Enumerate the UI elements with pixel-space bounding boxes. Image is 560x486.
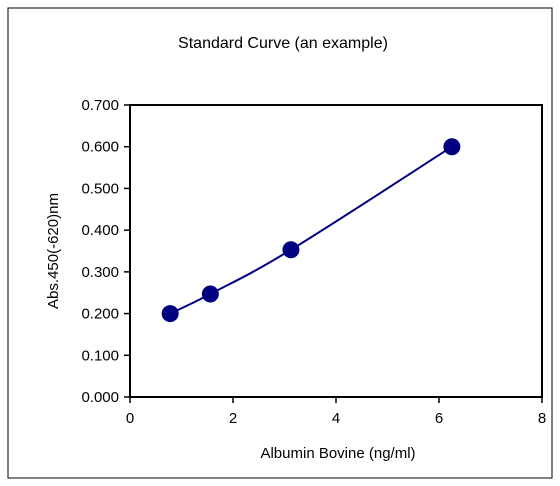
y-tick-label: 0.500 <box>81 180 119 197</box>
data-points <box>161 138 461 323</box>
y-tick-label: 0.600 <box>81 139 119 156</box>
y-tick-label: 0.000 <box>81 389 119 406</box>
chart-frame <box>7 7 553 479</box>
data-point <box>161 305 179 323</box>
data-point <box>443 138 461 156</box>
data-point <box>282 241 300 259</box>
x-tick-label: 2 <box>229 410 237 427</box>
x-tick-label: 8 <box>538 410 546 427</box>
x-axis-title: Albumin Bovine (ng/ml) <box>260 445 415 462</box>
y-axis-ticks: 0.000 0.100 0.200 0.300 0.400 0.500 0.600 0.700 <box>81 97 130 406</box>
x-tick-label: 4 <box>332 410 340 427</box>
data-point <box>201 285 219 303</box>
plot-area <box>129 104 543 398</box>
series-line <box>169 145 453 315</box>
y-tick-label: 0.700 <box>81 97 119 114</box>
y-tick-label: 0.200 <box>81 306 119 323</box>
chart-title: Standard Curve (an example) <box>178 35 388 52</box>
x-tick-label: 6 <box>435 410 443 427</box>
y-tick-label: 0.400 <box>81 222 119 239</box>
y-axis-title: Abs.450(-620)nm <box>45 193 62 309</box>
x-tick-label: 0 <box>126 410 134 427</box>
y-tick-label: 0.100 <box>81 347 119 364</box>
y-tick-label: 0.300 <box>81 264 119 281</box>
